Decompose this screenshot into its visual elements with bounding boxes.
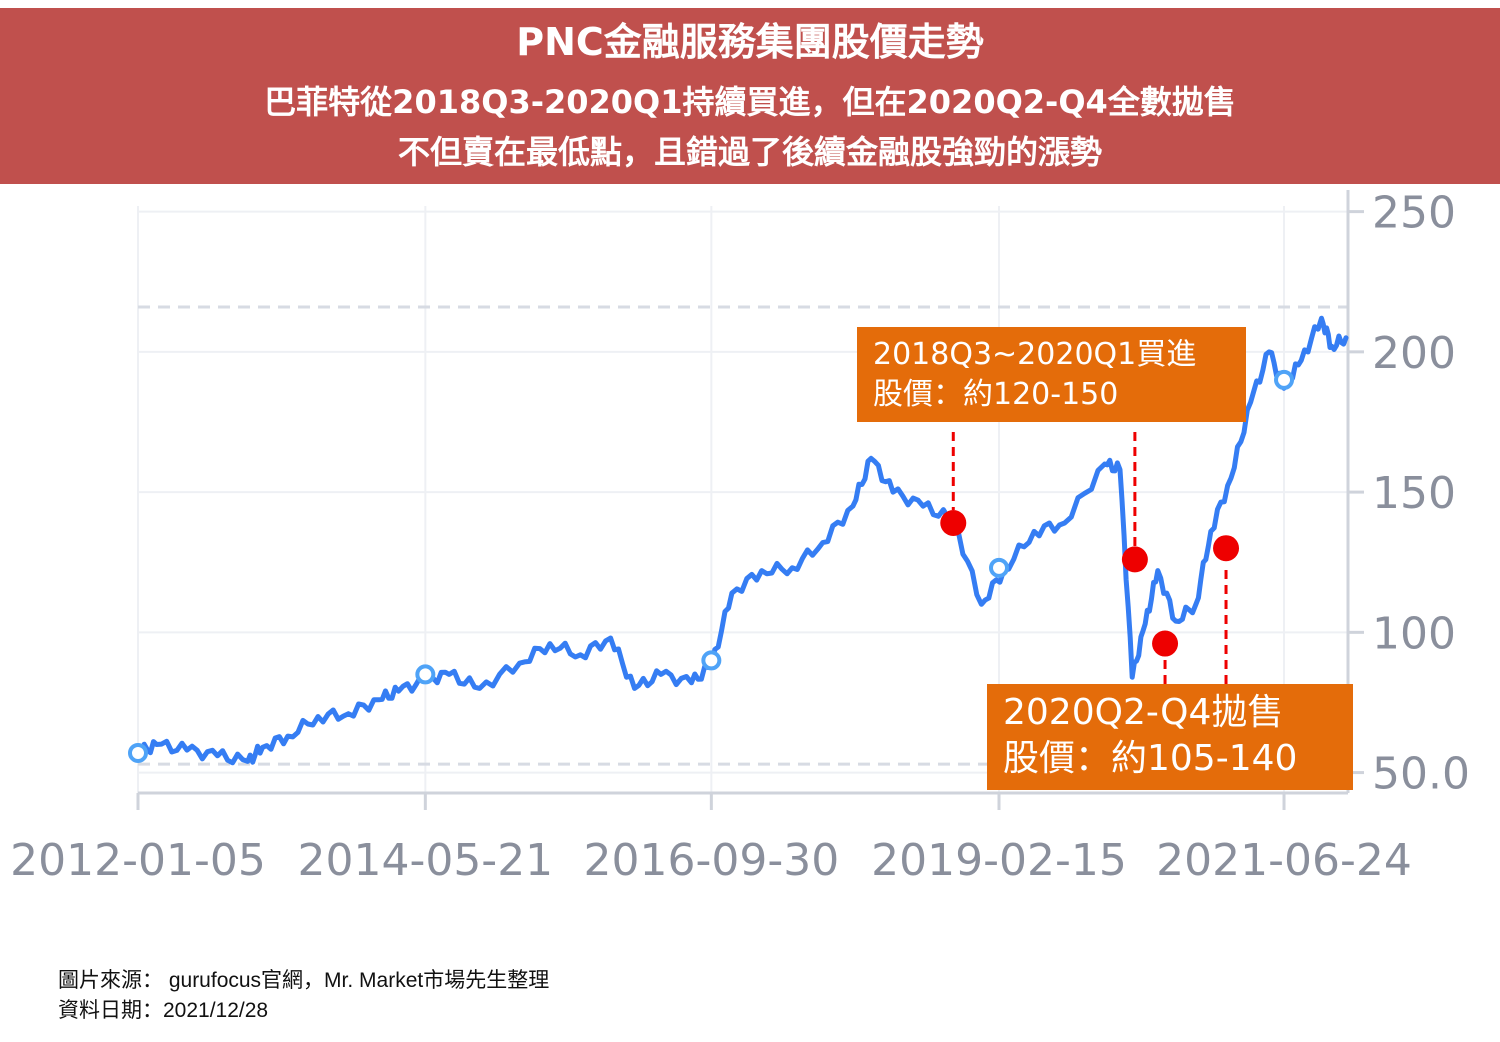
x-tick-label: 2016-09-30 [583, 835, 839, 886]
buy-callout: 2018Q3~2020Q1買進 股價：約120-150 [857, 327, 1246, 422]
y-tick-label: 250 [1372, 188, 1456, 239]
x-tick-label: 2021-06-24 [1156, 835, 1412, 886]
x-tick-label: 2012-01-05 [10, 835, 266, 886]
hollow-data-marker [128, 742, 148, 763]
source-note: 圖片來源： gurufocus官網，Mr. Market市場先生整理 [58, 969, 550, 992]
stock-price-chart: 2012-01-05 2014-05-21 2016-09-30 2019-02-15… [10, 188, 1470, 886]
y-tick-label: 50.0 [1372, 749, 1470, 800]
sell-callout-period: 2020Q2-Q4拋售 [1003, 692, 1284, 733]
chart-subtitle-2: 不但賣在最低點，且錯過了後續金融股強勁的漲勢 [397, 133, 1102, 171]
footer: 圖片來源： gurufocus官網，Mr. Market市場先生整理 資料日期：… [58, 966, 549, 1026]
trade-marker [1121, 546, 1148, 573]
x-tick-label: 2019-02-15 [871, 835, 1127, 886]
y-tick-label: 100 [1372, 608, 1456, 659]
chart-title: PNC金融服務集團股價走勢 [516, 20, 984, 64]
x-tick-label: 2014-05-21 [297, 835, 553, 886]
sell-callout-price: 股價：約105-140 [1003, 738, 1298, 779]
hollow-data-marker [701, 650, 722, 671]
chart-subtitle-1: 巴菲特從2018Q3-2020Q1持續買進，但在2020Q2-Q4全數拋售 [264, 83, 1236, 121]
trade-marker [1152, 630, 1179, 657]
date-note: 資料日期：2021/12/28 [58, 999, 269, 1022]
buy-callout-price: 股價：約120-150 [873, 377, 1119, 412]
hollow-data-marker [415, 664, 436, 685]
price-series-line [135, 315, 1349, 766]
buy-callout-period: 2018Q3~2020Q1買進 [873, 337, 1197, 372]
hollow-data-marker [1274, 369, 1295, 390]
sell-callout: 2020Q2-Q4拋售 股價：約105-140 [987, 684, 1353, 790]
y-tick-label: 150 [1372, 468, 1456, 519]
trade-marker [940, 509, 967, 536]
title-banner: PNC金融服務集團股價走勢 巴菲特從2018Q3-2020Q1持續買進，但在20… [0, 8, 1500, 184]
hollow-data-marker [989, 557, 1010, 578]
trade-marker [1213, 535, 1240, 562]
y-tick-label: 200 [1372, 328, 1456, 379]
